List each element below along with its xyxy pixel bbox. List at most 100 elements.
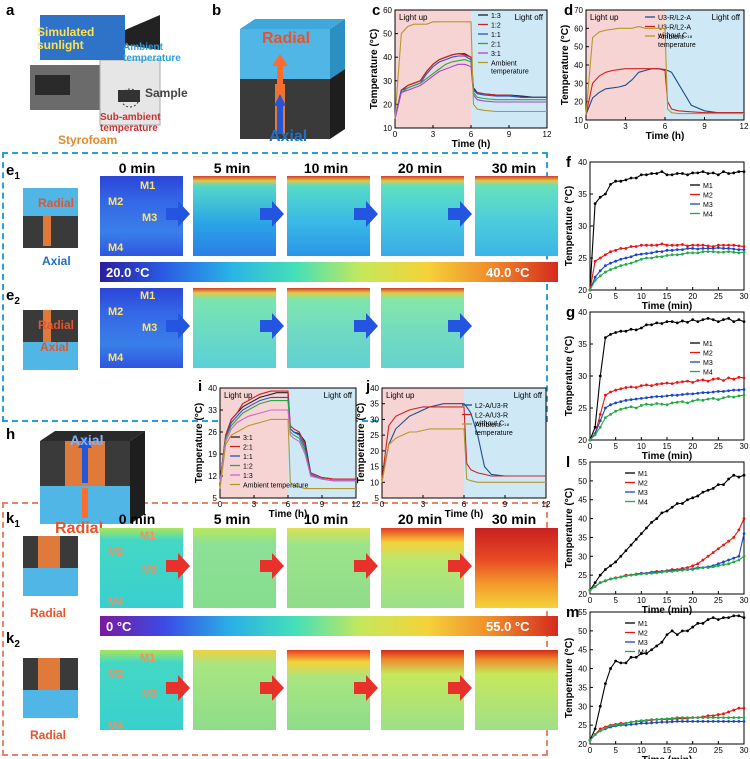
- y-tick-label: 30: [370, 415, 379, 424]
- series-line-1: [219, 390, 356, 483]
- time-20-k: 20 min: [397, 511, 443, 527]
- series-point-0: [624, 178, 628, 182]
- series-point-3: [681, 252, 684, 256]
- x-tick-label: 0: [588, 292, 593, 301]
- series-point-3: [593, 733, 597, 736]
- series-point-0: [691, 171, 695, 175]
- series-point-3: [696, 716, 700, 719]
- panel-label-e2: e2: [6, 287, 20, 307]
- arrow-e1-1: [166, 201, 190, 227]
- series-point-0: [598, 704, 602, 708]
- time-5-k: 5 min: [213, 511, 251, 527]
- legend-label-3: M4: [638, 500, 648, 507]
- x-tick-label: 0: [393, 130, 398, 139]
- series-point-2: [732, 719, 736, 723]
- series-point-3: [588, 738, 592, 742]
- series-point-0: [609, 564, 612, 568]
- series-line-0: [381, 403, 546, 480]
- series-point-2: [711, 390, 715, 394]
- x-tick-label: 5: [613, 442, 618, 451]
- y-axis-label: Temperature (°C): [560, 25, 571, 106]
- series-point-0: [701, 490, 705, 494]
- series-point-2: [624, 256, 628, 260]
- region-label-light-up: Light up: [386, 391, 415, 400]
- series-point-1: [639, 384, 643, 387]
- series-point-1: [742, 245, 746, 248]
- series-point-1: [742, 517, 746, 520]
- series-point-3: [639, 719, 643, 723]
- series-point-1: [650, 384, 653, 387]
- arrow-k2-3: [354, 675, 378, 701]
- series-point-2: [629, 398, 633, 402]
- series-point-1: [727, 539, 730, 543]
- series-point-3: [670, 716, 674, 720]
- region-light-up: [395, 10, 471, 128]
- y-tick-label: 25: [370, 431, 379, 440]
- series-point-1: [727, 243, 730, 247]
- series-point-0: [665, 633, 669, 637]
- y-tick-label: 20: [370, 447, 379, 456]
- plot-frame: [589, 311, 745, 441]
- legend-label-1: M2: [703, 351, 713, 358]
- legend-label-1: 1:2: [491, 23, 501, 30]
- series-point-2: [696, 247, 700, 251]
- series-point-0: [711, 318, 715, 322]
- series-point-3: [604, 726, 607, 730]
- series-point-2: [609, 261, 612, 265]
- legend-label-0: 3:1: [243, 435, 253, 442]
- y-tick-label: 20: [578, 286, 587, 295]
- series-point-3: [665, 403, 669, 407]
- y-tick-label: 40: [383, 53, 392, 62]
- radial-arrow-body: [277, 66, 283, 96]
- lamp-nozzle: [125, 15, 160, 50]
- point-m1-k2: M1: [140, 652, 156, 664]
- x-tick-label: 15: [663, 746, 672, 755]
- lamp-label: Simulated sunlight: [37, 25, 95, 52]
- series-point-2: [732, 247, 736, 251]
- region-light-off: [288, 388, 356, 498]
- legend-label-4: 1:3: [243, 473, 253, 480]
- series-point-2: [681, 248, 684, 252]
- point-m2-e1: M2: [108, 196, 124, 208]
- series-point-2: [742, 248, 746, 252]
- series-point-2: [650, 721, 653, 725]
- y-tick-label: 20: [578, 590, 587, 599]
- x-tick-label: 25: [714, 442, 723, 451]
- y-tick-label: 30: [578, 372, 587, 381]
- series-point-3: [732, 395, 736, 399]
- legend-label-2: 1:1: [243, 454, 253, 461]
- series-point-0: [732, 473, 736, 477]
- series-point-2: [722, 247, 725, 250]
- series-point-0: [650, 520, 653, 524]
- chart-d: Light up Light off 0 3 6 9 12 10 20 30 40 50 60 70 Tim…: [560, 6, 749, 142]
- y-tick-label: 5: [213, 494, 218, 503]
- series-point-3: [604, 416, 607, 419]
- x-tick-label: 5: [613, 746, 618, 755]
- x-tick-label: 30: [740, 596, 749, 605]
- series-point-1: [619, 387, 623, 391]
- series-point-0: [711, 487, 715, 490]
- series-point-0: [670, 505, 674, 509]
- y-tick-label: 5: [375, 494, 380, 503]
- series-point-1: [655, 382, 659, 386]
- series-point-3: [624, 406, 628, 410]
- series-point-2: [706, 719, 710, 723]
- series-point-1: [691, 564, 695, 568]
- point-m2-k2: M2: [108, 668, 124, 680]
- series-point-1: [629, 245, 633, 248]
- series-point-3: [732, 716, 736, 719]
- series-point-2: [727, 719, 730, 723]
- legend-label-0: M1: [638, 471, 648, 478]
- series-point-0: [675, 321, 679, 325]
- series-point-0: [629, 327, 633, 331]
- series-point-0: [675, 172, 679, 175]
- series-point-3: [614, 409, 618, 413]
- series-point-2: [655, 721, 659, 724]
- series-point-2: [645, 396, 648, 400]
- series-point-0: [732, 614, 736, 618]
- region-light-up: [382, 388, 464, 498]
- cube-k1: [23, 536, 78, 596]
- chart-l: 0 5 10 15 20 25 30 20 25 30 35 40 45 50 55 Time (min) Te…: [564, 458, 749, 616]
- series-point-2: [634, 722, 638, 726]
- y-tick-label: 10: [574, 116, 583, 125]
